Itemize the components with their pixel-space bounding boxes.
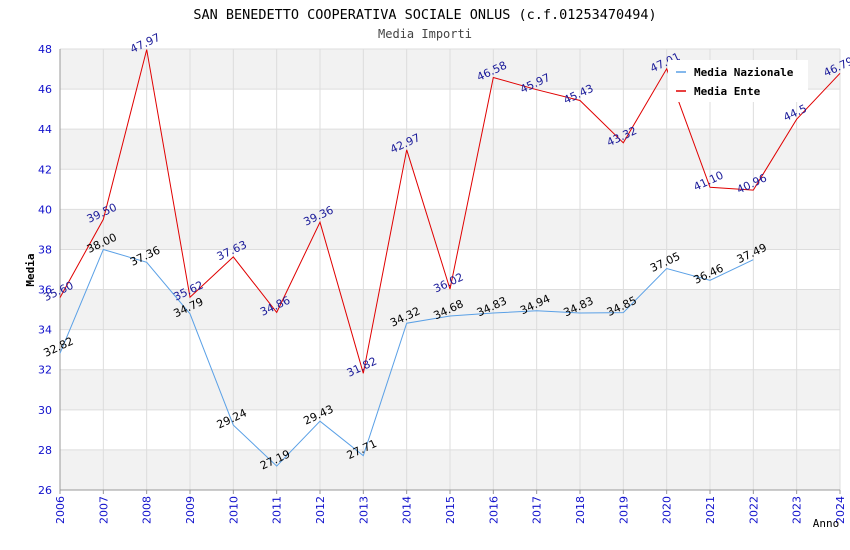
y-tick-label: 48: [38, 43, 52, 56]
data-label: 32.82: [41, 335, 75, 360]
x-tick-label: 2012: [314, 496, 327, 524]
series-lines: [59, 49, 841, 467]
y-tick-label: 34: [38, 324, 52, 337]
data-label: 41.10: [691, 169, 725, 194]
x-tick-label: 2009: [184, 496, 197, 524]
x-tick-label: 2014: [401, 496, 414, 524]
series-line-media-ente: [59, 49, 841, 374]
y-axis-label: Media: [24, 253, 37, 286]
x-tick-label: 2019: [617, 496, 630, 524]
data-label: 36.46: [691, 262, 725, 287]
x-tick-label: 2007: [97, 496, 110, 524]
y-tick-label: 28: [38, 444, 52, 457]
x-tick-label: 2018: [574, 496, 587, 524]
legend-label: Media Ente: [694, 85, 761, 98]
x-tick-label: 2017: [531, 496, 544, 524]
x-tick-labels: 2006 2007 2008 2009 2010 2011 2012 2013 2014 2015…: [54, 496, 847, 524]
chart-title: SAN BENEDETTO COOPERATIVA SOCIALE ONLUS …: [193, 7, 656, 23]
y-tick-labels: 26 28 30 32 34 36 38 40 42 44 46 48: [38, 43, 52, 497]
axes: [59, 49, 841, 494]
y-tick-label: 44: [38, 123, 52, 136]
x-tick-label: 2008: [141, 496, 154, 524]
y-tick-label: 26: [38, 484, 52, 497]
series-line-media-nazionale: [59, 248, 754, 467]
y-tick-label: 30: [38, 404, 52, 417]
x-tick-label: 2023: [791, 496, 804, 524]
legend-label: Media Nazionale: [694, 66, 794, 79]
data-label: 40.96: [735, 171, 769, 196]
x-tick-label: 2022: [747, 496, 760, 524]
y-tick-label: 38: [38, 243, 52, 256]
x-tick-label: 2011: [271, 496, 284, 524]
x-tick-label: 2010: [227, 496, 240, 524]
legend-box: [668, 60, 808, 102]
legend: Media Nazionale Media Ente: [668, 60, 808, 102]
y-tick-label: 36: [38, 284, 52, 297]
x-tick-label: 2021: [704, 496, 717, 524]
y-tick-label: 42: [38, 163, 52, 176]
x-tick-label: 2006: [54, 496, 67, 524]
y-tick-label: 46: [38, 83, 52, 96]
x-tick-label: 2024: [834, 496, 847, 524]
x-tick-label: 2016: [487, 496, 500, 524]
x-tick-label: 2020: [661, 496, 674, 524]
y-tick-label: 32: [38, 364, 52, 377]
x-axis-label: Anno: [813, 517, 840, 530]
x-tick-label: 2015: [444, 496, 457, 524]
x-tick-label: 2013: [357, 496, 370, 524]
y-tick-label: 40: [38, 203, 52, 216]
chart-subtitle: Media Importi: [378, 27, 472, 41]
